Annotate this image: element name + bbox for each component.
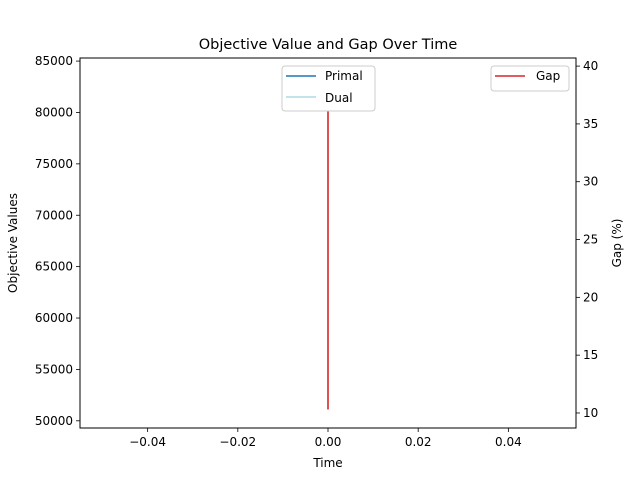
- y-tick-label: 55000: [35, 362, 73, 376]
- x-tick-label: −0.04: [129, 435, 166, 449]
- legend-label-gap: Gap: [536, 69, 560, 83]
- y-tick-label: 75000: [35, 157, 73, 171]
- right-y-tick-label: 40: [583, 59, 598, 73]
- x-tick-label: 0.02: [405, 435, 432, 449]
- right-y-tick-label: 30: [583, 175, 598, 189]
- y-tick-label: 80000: [35, 105, 73, 119]
- right-y-axis-label: Gap (%): [610, 219, 624, 268]
- right-y-tick-label: 10: [583, 406, 598, 420]
- x-tick-label: −0.02: [219, 435, 256, 449]
- x-tick-label: 0.04: [495, 435, 522, 449]
- y-tick-label: 60000: [35, 311, 73, 325]
- legend-primal-dual: Primal Dual: [281, 65, 376, 112]
- axes-layer: −0.04 −0.02 0.00 0.02 0.04 50000 55000 60000 650…: [35, 54, 598, 449]
- legend-gap: Gap: [490, 65, 570, 92]
- y-tick-label: 50000: [35, 414, 73, 428]
- y-tick-label: 70000: [35, 208, 73, 222]
- right-y-tick-label: 15: [583, 348, 598, 362]
- legend-label-dual: Dual: [325, 91, 353, 105]
- y-tick-label: 65000: [35, 260, 73, 274]
- chart-title: Objective Value and Gap Over Time: [199, 37, 458, 53]
- right-y-tick-label: 25: [583, 233, 598, 247]
- right-y-tick-label: 20: [583, 290, 598, 304]
- y-axis-label: Objective Values: [6, 193, 20, 293]
- right-y-tick-label: 35: [583, 117, 598, 131]
- x-axis-label: Time: [312, 456, 342, 470]
- y-tick-label: 85000: [35, 54, 73, 68]
- legend-label-primal: Primal: [325, 69, 363, 83]
- x-tick-label: 0.00: [315, 435, 342, 449]
